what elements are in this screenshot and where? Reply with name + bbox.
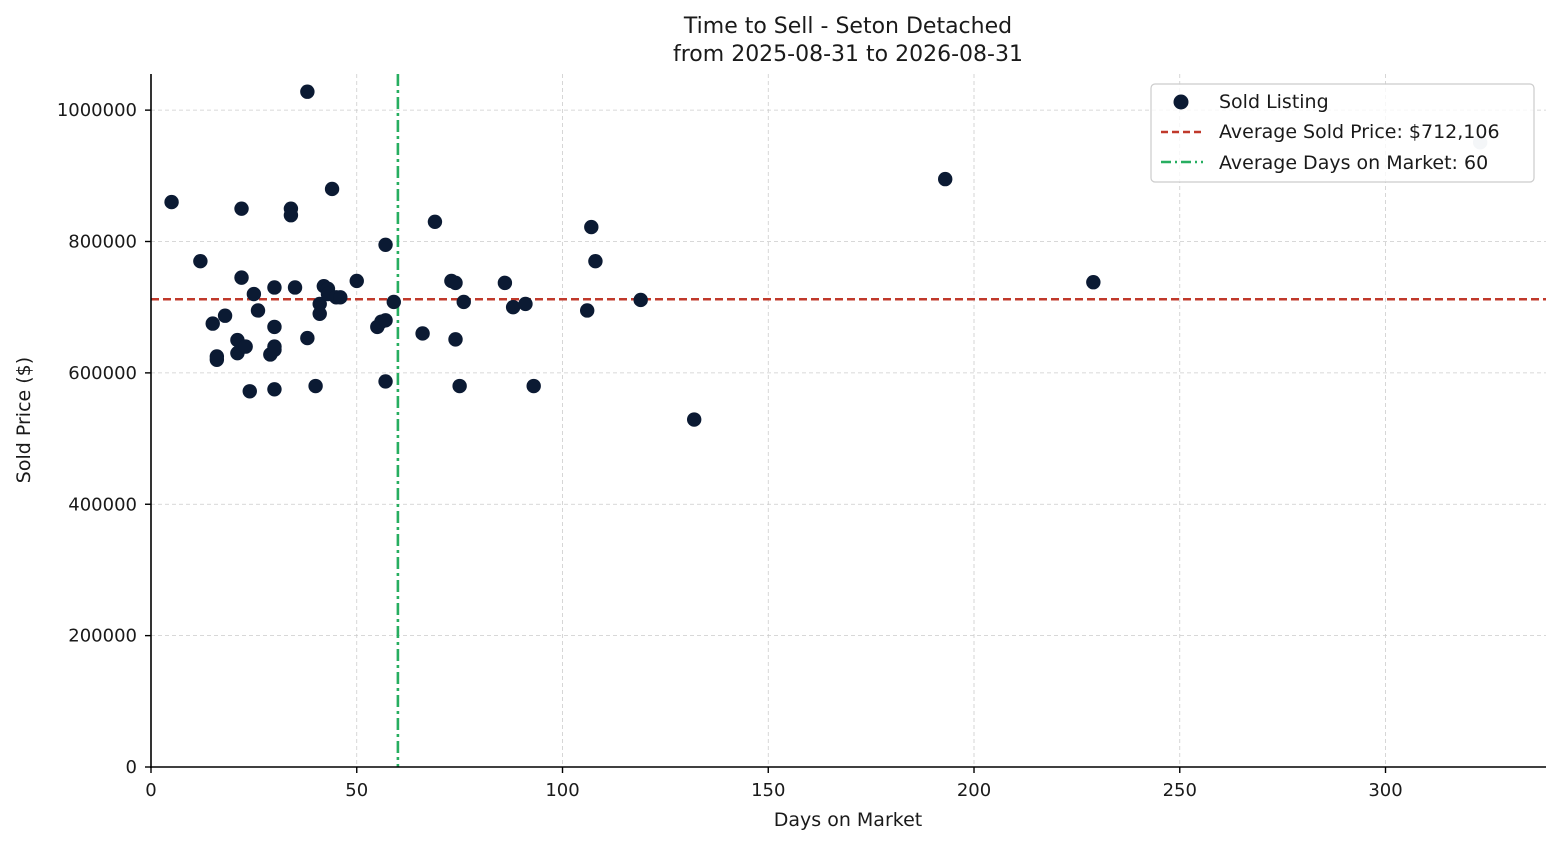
data-point-0-11 xyxy=(242,384,257,399)
data-point-0-12 xyxy=(246,286,262,302)
data-point-0-42 xyxy=(427,214,443,229)
data-point-0-52 xyxy=(579,303,595,318)
data-point-0-58 xyxy=(1086,275,1101,290)
x-tick-label-5: 250 xyxy=(1163,780,1197,801)
data-point-0-0 xyxy=(164,194,179,210)
x-tick-label-6: 300 xyxy=(1368,780,1402,801)
data-point-0-45 xyxy=(448,332,463,347)
data-point-0-46 xyxy=(452,378,467,394)
data-point-0-9 xyxy=(234,270,249,285)
y-tick-label-1: 200000 xyxy=(68,626,137,647)
data-point-0-2 xyxy=(205,316,220,331)
legend: Sold Listing Average Sold Price: $712,10… xyxy=(1150,83,1535,183)
data-point-0-47 xyxy=(456,294,471,310)
data-point-0-44 xyxy=(448,275,463,291)
chart-title: Time to Sell - Seton Detached xyxy=(683,14,1012,39)
data-point-0-50 xyxy=(518,296,533,312)
data-point-0-41 xyxy=(415,326,430,341)
x-tick-label-1: 50 xyxy=(345,780,368,801)
data-point-0-24 xyxy=(300,330,315,346)
data-point-0-19 xyxy=(267,382,282,397)
data-point-0-53 xyxy=(584,219,599,235)
data-point-0-16 xyxy=(267,319,282,335)
data-point-0-10 xyxy=(238,339,253,354)
legend-label-average-price: Average Sold Price: $712,106 xyxy=(1219,121,1500,143)
data-point-0-37 xyxy=(378,237,393,252)
x-tick-label-4: 200 xyxy=(957,780,991,801)
data-point-0-40 xyxy=(386,294,401,310)
data-point-0-57 xyxy=(938,171,953,187)
data-point-0-56 xyxy=(686,412,702,427)
legend-box xyxy=(1150,83,1535,183)
data-point-0-51 xyxy=(526,378,541,394)
ticks: 0 50 100 150 200 250 300 0 200000 400000 600000 800… xyxy=(57,100,1403,801)
y-tick-label-5: 1000000 xyxy=(57,100,137,121)
y-axis-label: Sold Price ($) xyxy=(13,357,35,483)
data-point-0-13 xyxy=(250,303,266,318)
data-point-0-18 xyxy=(267,342,282,358)
data-point-0-49 xyxy=(505,299,521,315)
data-points xyxy=(164,84,1488,427)
y-tick-label-0: 0 xyxy=(126,757,137,778)
data-point-0-27 xyxy=(312,306,327,321)
data-point-0-38 xyxy=(378,313,393,328)
data-point-0-22 xyxy=(287,280,303,295)
data-point-0-55 xyxy=(633,292,648,308)
chart-subtitle: from 2025-08-31 to 2026-08-31 xyxy=(673,42,1023,67)
x-axis-label: Days on Market xyxy=(774,809,922,831)
data-point-0-1 xyxy=(193,254,208,269)
data-point-0-4 xyxy=(209,352,225,367)
data-point-0-39 xyxy=(378,374,393,389)
data-point-0-48 xyxy=(497,275,513,291)
y-tick-label-4: 800000 xyxy=(68,232,137,253)
data-point-0-31 xyxy=(324,181,340,197)
reference-lines xyxy=(151,74,1546,767)
data-point-0-34 xyxy=(349,273,364,289)
data-point-0-8 xyxy=(234,201,249,216)
data-point-0-33 xyxy=(333,290,348,305)
legend-marker-sold-listing xyxy=(1173,94,1189,110)
x-tick-label-2: 100 xyxy=(545,780,579,801)
x-tick-label-3: 150 xyxy=(751,780,785,801)
data-point-0-21 xyxy=(283,208,299,223)
data-point-0-54 xyxy=(588,254,603,269)
legend-label-sold-listing: Sold Listing xyxy=(1219,91,1329,113)
y-tick-label-2: 400000 xyxy=(68,494,137,515)
y-tick-label-3: 600000 xyxy=(68,363,137,384)
data-point-0-25 xyxy=(308,378,323,394)
data-point-0-23 xyxy=(300,84,315,99)
legend-label-average-days: Average Days on Market: 60 xyxy=(1219,152,1488,174)
data-point-0-26 xyxy=(312,296,327,312)
x-tick-label-0: 0 xyxy=(145,780,156,801)
data-point-0-5 xyxy=(217,308,233,323)
data-point-0-15 xyxy=(267,280,282,295)
axes xyxy=(150,74,1546,768)
